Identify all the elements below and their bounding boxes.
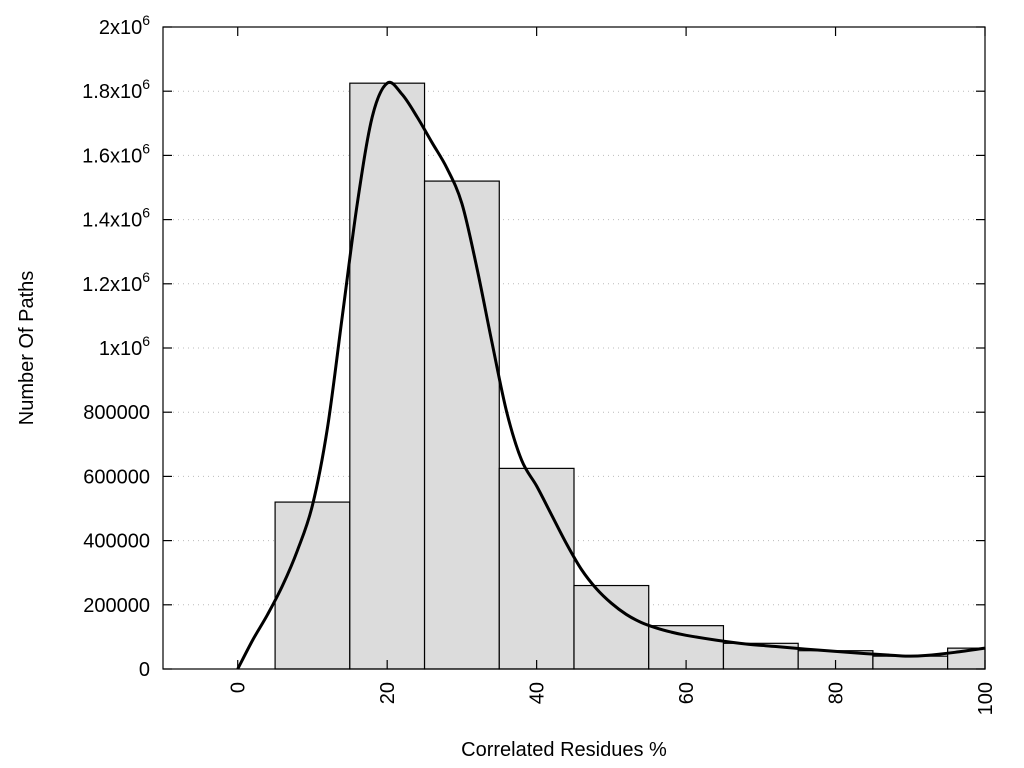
y-tick-label: 1x106 bbox=[99, 333, 150, 360]
y-tick-label: 2x106 bbox=[99, 12, 150, 39]
histogram-bar bbox=[274, 501, 351, 670]
x-tick-label: 80 bbox=[826, 682, 848, 704]
bars bbox=[274, 82, 986, 670]
histogram-bar bbox=[498, 467, 575, 670]
y-tick-label: 800000 bbox=[83, 402, 150, 424]
y-tick-label: 400000 bbox=[83, 531, 150, 553]
x-axis-title: Correlated Residues % bbox=[461, 739, 667, 761]
x-tick-label: 20 bbox=[377, 682, 399, 704]
histogram-bar bbox=[423, 180, 500, 670]
density-curve bbox=[236, 80, 986, 670]
x-axis: 0 20 40 60 80 100 bbox=[228, 27, 997, 715]
x-tick-label: 60 bbox=[676, 682, 698, 704]
x-tick-label: 40 bbox=[527, 682, 549, 704]
histogram-bar bbox=[872, 655, 949, 670]
y-tick-label: 1.4x106 bbox=[82, 205, 150, 232]
x-tick-label: 100 bbox=[975, 682, 997, 715]
y-tick-label: 1.8x106 bbox=[82, 76, 150, 103]
x-tick-label: 0 bbox=[228, 682, 250, 693]
y-tick-label: 600000 bbox=[83, 466, 150, 488]
y-tick-label: 0 bbox=[139, 659, 150, 681]
y-tick-label: 1.2x106 bbox=[82, 269, 150, 296]
y-tick-label: 1.6x106 bbox=[82, 140, 150, 167]
y-tick-label: 200000 bbox=[83, 595, 150, 617]
y-axis: 0 200000 400000 600000 800000 1x106 1.2x106 1.4… bbox=[82, 12, 985, 681]
histogram-bar bbox=[573, 584, 650, 670]
y-axis-title: Number Of Paths bbox=[16, 271, 38, 426]
